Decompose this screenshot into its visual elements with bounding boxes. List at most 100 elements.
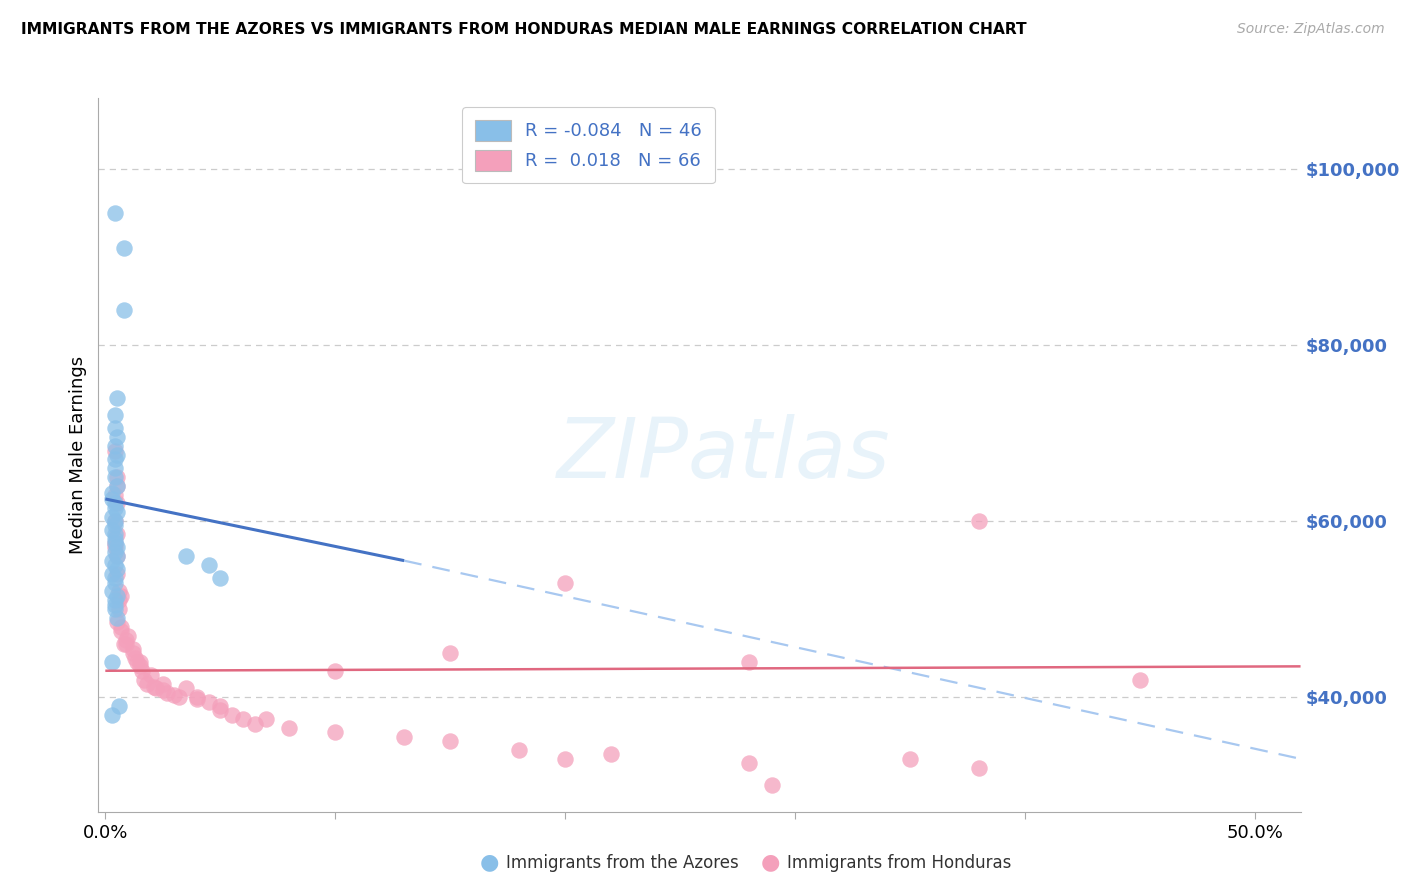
Point <box>101 707 124 722</box>
Point <box>105 448 128 462</box>
Point <box>898 752 921 766</box>
Point <box>103 536 125 550</box>
Point <box>103 421 125 435</box>
Point <box>122 646 145 660</box>
Point <box>103 443 125 458</box>
Point <box>103 532 125 546</box>
Point <box>103 593 125 607</box>
Point <box>967 514 990 528</box>
Point <box>167 690 190 705</box>
Point <box>103 500 125 515</box>
Point <box>243 716 266 731</box>
Text: Immigrants from the Azores: Immigrants from the Azores <box>506 855 740 872</box>
Text: Immigrants from Honduras: Immigrants from Honduras <box>787 855 1012 872</box>
Point <box>110 589 132 603</box>
Point <box>197 695 219 709</box>
Point <box>186 690 208 705</box>
Point <box>174 549 197 564</box>
Point <box>142 680 165 694</box>
Legend: R = -0.084   N = 46, R =  0.018   N = 66: R = -0.084 N = 46, R = 0.018 N = 66 <box>463 107 714 183</box>
Point <box>101 523 124 537</box>
Point <box>103 439 125 453</box>
Point <box>103 470 125 484</box>
Text: ●: ● <box>479 853 499 872</box>
Point <box>105 430 128 444</box>
Point <box>105 615 128 630</box>
Point <box>103 545 125 559</box>
Point <box>103 487 125 501</box>
Point <box>738 655 761 669</box>
Point <box>103 575 125 590</box>
Point <box>186 692 208 706</box>
Point <box>105 470 128 484</box>
Point <box>439 734 461 748</box>
Point <box>112 302 135 317</box>
Point <box>152 683 174 698</box>
Point <box>101 584 124 599</box>
Point <box>103 571 125 585</box>
Point <box>761 778 783 792</box>
Point <box>105 391 128 405</box>
Point <box>105 505 128 519</box>
Point <box>508 743 530 757</box>
Point <box>105 541 128 555</box>
Point <box>101 491 124 506</box>
Point <box>101 655 124 669</box>
Point <box>115 637 138 651</box>
Point <box>105 611 128 625</box>
Point <box>103 518 125 533</box>
Point <box>103 536 125 550</box>
Text: ●: ● <box>761 853 780 872</box>
Point <box>209 571 232 585</box>
Point <box>128 655 150 669</box>
Point <box>103 558 125 572</box>
Point <box>600 747 623 762</box>
Point <box>105 527 128 541</box>
Point <box>554 752 576 766</box>
Point <box>134 673 156 687</box>
Point <box>738 756 761 771</box>
Point <box>221 707 243 722</box>
Point <box>392 730 415 744</box>
Point <box>323 725 346 739</box>
Point <box>103 205 125 219</box>
Point <box>105 479 128 493</box>
Point <box>103 461 125 475</box>
Point <box>103 541 125 555</box>
Point <box>127 655 149 669</box>
Text: ZIPatlas: ZIPatlas <box>557 415 890 495</box>
Point <box>115 632 138 647</box>
Point <box>110 620 132 634</box>
Point <box>1129 673 1152 687</box>
Point <box>108 602 131 616</box>
Point <box>105 496 128 510</box>
Point <box>103 514 125 528</box>
Point <box>278 721 301 735</box>
Point <box>117 628 139 642</box>
Point <box>152 677 174 691</box>
Point <box>105 549 128 564</box>
Point <box>163 689 186 703</box>
Point <box>209 703 232 717</box>
Point <box>108 698 131 713</box>
Point <box>439 646 461 660</box>
Point <box>254 712 277 726</box>
Point <box>103 452 125 467</box>
Point <box>101 509 124 524</box>
Point <box>122 641 145 656</box>
Point <box>105 479 128 493</box>
Point <box>103 409 125 423</box>
Point <box>232 712 254 726</box>
Point <box>323 664 346 678</box>
Point <box>197 558 219 572</box>
Point <box>112 241 135 255</box>
Point <box>156 686 179 700</box>
Point <box>209 698 232 713</box>
Point <box>105 589 128 603</box>
Point <box>967 761 990 775</box>
Point <box>105 566 128 581</box>
Point <box>101 554 124 568</box>
Point <box>145 681 167 696</box>
Point <box>141 668 163 682</box>
Point <box>105 549 128 564</box>
